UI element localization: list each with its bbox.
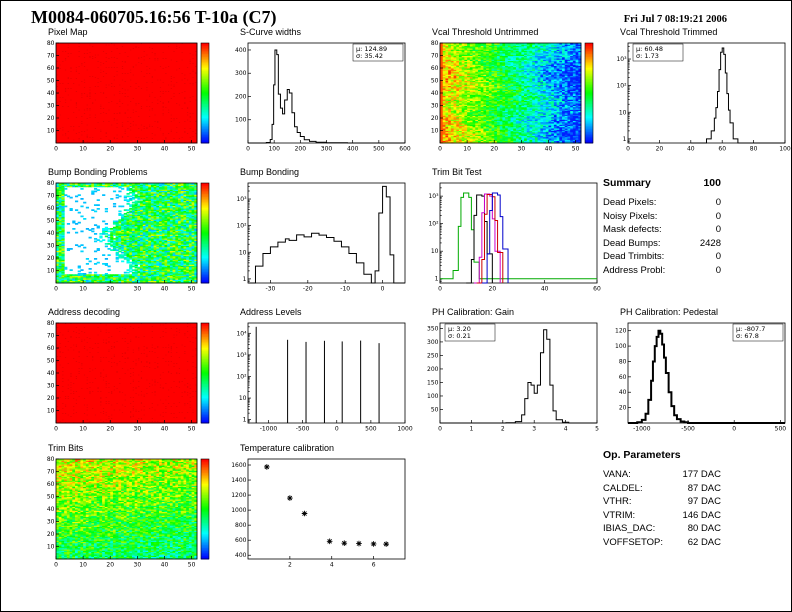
timestamp: Fri Jul 7 08:19:21 2006 — [623, 14, 727, 25]
address-levels-panel: Address Levels — [223, 307, 415, 436]
summary-row-label: Mask defects: — [603, 224, 662, 235]
trim-bits-panel: Trim Bits — [31, 443, 223, 572]
summary-row-dead-pixels: Dead Pixels: 0 — [603, 196, 721, 210]
summary-score: 100 — [703, 177, 721, 189]
trim-bit-test-histogram — [415, 178, 605, 296]
summary-row-value: 0 — [715, 210, 721, 222]
op-row-voffsetop: VOFFSETOP: 62 DAC — [603, 536, 721, 550]
op-row-vthr: VTHR: 97 DAC — [603, 495, 721, 509]
op-row-value: 80 DAC — [687, 523, 721, 534]
summary-row-noisy-pixels: Noisy Pixels: 0 — [603, 210, 721, 224]
trim-bits-heatmap — [31, 454, 221, 572]
op-row-vana: VANA: 177 DAC — [603, 468, 721, 482]
summary-row-value: 2428 — [699, 237, 721, 249]
summary-row-value: 0 — [715, 251, 721, 262]
summary-row-value: 0 — [715, 264, 721, 276]
op-row-value: 146 DAC — [682, 509, 721, 521]
op-row-label: VOFFSETOP: — [603, 536, 664, 548]
vcal-untrimmed-heatmap — [415, 38, 605, 156]
pixel-map-heatmap — [31, 38, 221, 156]
bump-problems-title: Bump Bonding Problems — [48, 167, 148, 177]
op-row-label: VTRIM: — [603, 509, 636, 521]
address-levels-title: Address Levels — [240, 307, 302, 317]
op-row-ibias-dac: IBIAS_DAC: 80 DAC — [603, 522, 721, 536]
op-parameters-panel: Op. Parameters VANA: 177 DAC CALDEL: 87 … — [603, 449, 721, 549]
bump-bonding-panel: Bump Bonding — [223, 167, 415, 296]
ph-gain-histogram — [415, 318, 605, 436]
ph-pedestal-title: PH Calibration: Pedestal — [620, 307, 719, 317]
address-decoding-panel: Address decoding — [31, 307, 223, 436]
summary-row-address-probl: Address Probl: 0 — [603, 264, 721, 278]
summary-row-mask-defects: Mask defects: 0 — [603, 223, 721, 237]
summary-row-dead-bumps: Dead Bumps: 2428 — [603, 237, 721, 251]
op-row-label: VANA: — [603, 469, 631, 480]
op-row-vtrim: VTRIM: 146 DAC — [603, 509, 721, 523]
ph-pedestal-panel: PH Calibration: Pedestal — [603, 307, 791, 436]
temperature-calibration-scatter — [223, 454, 413, 572]
temperature-calibration-panel: Temperature calibration — [223, 443, 415, 572]
op-row-value: 87 DAC — [687, 482, 721, 494]
pixel-map-title: Pixel Map — [48, 27, 88, 37]
bump-bonding-title: Bump Bonding — [240, 167, 300, 177]
vcal-trimmed-histogram — [603, 38, 791, 156]
ph-gain-panel: PH Calibration: Gain — [415, 307, 607, 436]
op-row-label: VTHR: — [603, 496, 632, 507]
address-decoding-heatmap — [31, 318, 221, 436]
summary-row-dead-trimbits: Dead Trimbits: 0 — [603, 250, 721, 264]
op-row-label: IBIAS_DAC: — [603, 523, 656, 534]
summary-title: Summary — [603, 177, 651, 189]
pixel-map-panel: Pixel Map — [31, 27, 223, 156]
summary-row-label: Address Probl: — [603, 264, 666, 276]
op-parameters-title: Op. Parameters — [603, 449, 681, 461]
op-row-value: 97 DAC — [687, 496, 721, 507]
op-row-value: 177 DAC — [682, 469, 721, 480]
bump-problems-heatmap — [31, 178, 221, 296]
ph-gain-title: PH Calibration: Gain — [432, 307, 515, 317]
op-row-label: CALDEL: — [603, 482, 643, 494]
vcal-trimmed-title: Vcal Threshold Trimmed — [620, 27, 718, 37]
summary-header: Summary 100 — [603, 177, 721, 189]
address-decoding-title: Address decoding — [48, 307, 121, 317]
trim-bits-title: Trim Bits — [48, 443, 84, 453]
vcal-trimmed-panel: Vcal Threshold Trimmed — [603, 27, 791, 156]
bump-bonding-histogram — [223, 178, 413, 296]
op-row-caldel: CALDEL: 87 DAC — [603, 482, 721, 496]
bump-problems-panel: Bump Bonding Problems — [31, 167, 223, 296]
summary-row-label: Dead Pixels: — [603, 197, 657, 208]
summary-row-value: 0 — [715, 197, 721, 208]
summary-row-label: Noisy Pixels: — [603, 210, 658, 222]
trim-bit-test-title: Trim Bit Test — [432, 167, 482, 177]
summary-panel: Summary 100 Dead Pixels: 0 Noisy Pixels:… — [603, 177, 721, 277]
vcal-untrimmed-panel: Vcal Threshold Untrimmed — [415, 27, 607, 156]
vcal-untrimmed-title: Vcal Threshold Untrimmed — [432, 27, 539, 37]
page-title: M0084-060705.16:56 T-10a (C7) — [31, 7, 277, 27]
trim-bit-test-panel: Trim Bit Test — [415, 167, 607, 296]
ph-pedestal-histogram — [603, 318, 791, 436]
scurve-widths-title: S-Curve widths — [240, 27, 302, 37]
op-row-value: 62 DAC — [687, 536, 721, 548]
scurve-widths-histogram — [223, 38, 413, 156]
op-parameters-header: Op. Parameters — [603, 449, 721, 461]
summary-row-label: Dead Trimbits: — [603, 251, 665, 262]
address-levels-spikes — [223, 318, 413, 436]
summary-row-label: Dead Bumps: — [603, 237, 661, 249]
scurve-widths-panel: S-Curve widths — [223, 27, 415, 156]
summary-row-value: 0 — [715, 224, 721, 235]
temperature-calibration-title: Temperature calibration — [240, 443, 335, 453]
